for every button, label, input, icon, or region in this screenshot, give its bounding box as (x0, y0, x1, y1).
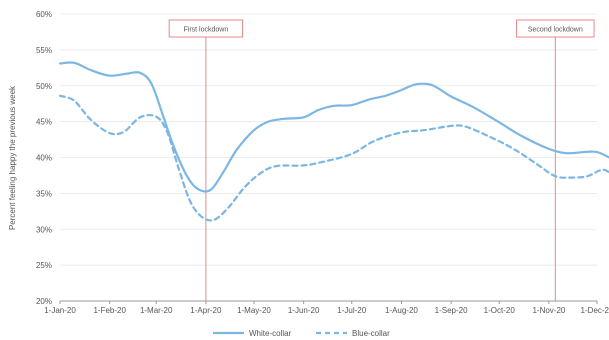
y-tick-label: 60% (36, 10, 52, 19)
x-tick-label: 1-Feb-20 (93, 306, 126, 315)
x-tick-label: 1-Jun-20 (288, 306, 320, 315)
lockdown-label-box (516, 19, 595, 38)
legend-label-blue-collar: Blue-collar (352, 329, 390, 338)
series-line-blue-collar (58, 94, 609, 222)
legend-label-white-collar: White-collar (249, 329, 292, 338)
lockdown-label: Second lockdown (528, 27, 583, 34)
lockdown-label-box (168, 19, 244, 38)
lockdown-annotations: First lockdown Second lockdown (168, 19, 595, 301)
x-tick-label: 1-Sep-20 (435, 306, 468, 315)
series-lines (58, 61, 609, 222)
x-tick-label: 1-Jan-20 (44, 306, 76, 315)
x-tick-label: 1-Nov-20 (532, 306, 565, 315)
x-tick-label: 1-Jul-20 (337, 306, 366, 315)
y-tick-label: 50% (36, 82, 52, 91)
y-tick-label: 45% (36, 118, 52, 127)
lockdown-label: First lockdown (184, 27, 229, 34)
y-tick-label: 55% (36, 46, 52, 55)
y-tick-label: 20% (36, 297, 52, 306)
x-tick-label: 1-May-20 (237, 306, 271, 315)
x-tick-label: 1-Mar-20 (140, 306, 173, 315)
gridlines (60, 13, 597, 266)
y-tick-label: 40% (36, 154, 52, 163)
x-tick-label: 1-Dec-20 (581, 306, 609, 315)
y-tick-label: 25% (36, 261, 52, 270)
x-tick-label: 1-Oct-20 (484, 306, 516, 315)
y-tick-label: 35% (36, 189, 52, 198)
legend: White-collar Blue-collar (213, 329, 390, 338)
axes: 20% 25% 30% 35% 40% 45% 50% 55% 60% 1-Jan-20 1-Feb… (36, 10, 609, 315)
y-tick-label: 30% (36, 225, 52, 234)
series-line-white-collar (58, 61, 609, 193)
x-tick-label: 1-Aug-20 (385, 306, 418, 315)
x-tick-label: 1-Apr-20 (190, 306, 222, 315)
y-axis-title: Percent feeling happy the previous week (8, 85, 17, 230)
